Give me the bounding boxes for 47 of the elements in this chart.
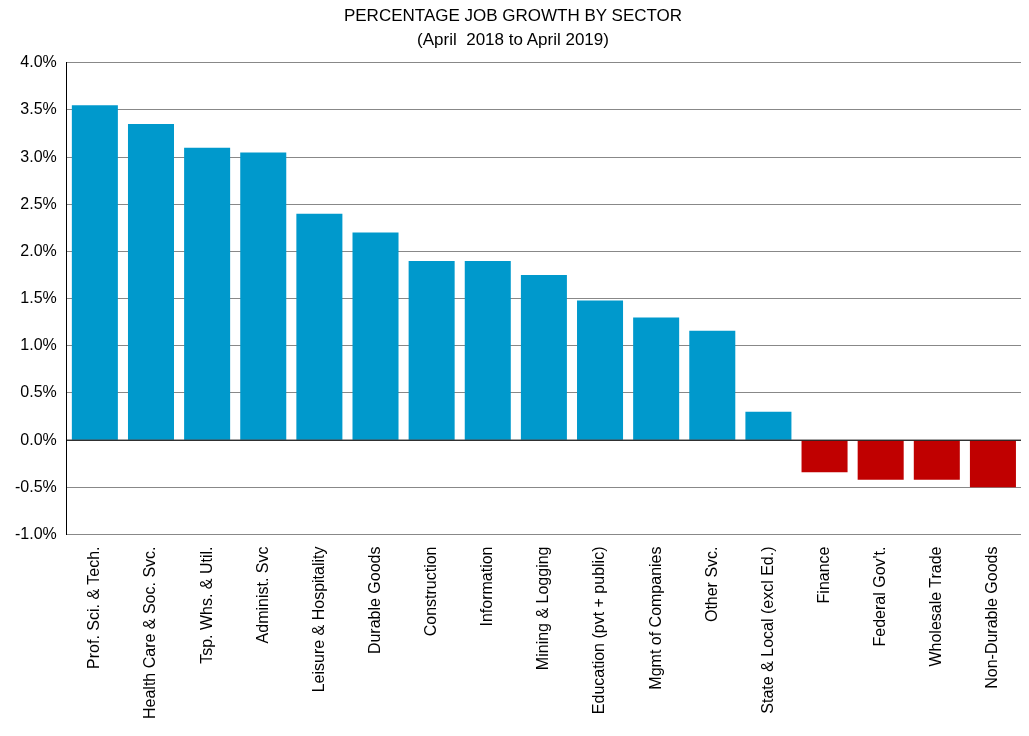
x-tick-label: Information	[478, 546, 496, 627]
y-tick-label: -0.5%	[15, 477, 57, 495]
bar	[745, 411, 792, 440]
x-tick-label: Non-Durable Goods	[983, 546, 1001, 689]
y-tick-label: 1.0%	[20, 336, 57, 354]
y-tick-label: 2.0%	[20, 241, 57, 259]
x-tick-label: Wholesale Trade	[927, 546, 945, 667]
bar	[689, 330, 736, 440]
y-tick-label: -1.0%	[15, 524, 57, 542]
x-tick-label: Construction	[422, 546, 440, 637]
y-tick-label: 0.0%	[20, 430, 57, 448]
y-tick-label: 1.5%	[20, 289, 57, 307]
x-tick-label: Other Svc.	[702, 546, 720, 623]
bar	[352, 232, 399, 440]
y-tick-label: 2.5%	[20, 194, 57, 212]
x-tick-label: Leisure & Hospitality	[309, 546, 327, 693]
y-tick-label: 3.5%	[20, 100, 57, 118]
chart-subtitle: (April 2018 to April 2019)	[417, 30, 609, 50]
bar	[520, 275, 567, 440]
x-tick-label: Tsp. Whs. & Util.	[197, 546, 215, 664]
bar	[913, 440, 960, 480]
bar	[857, 440, 904, 480]
y-tick-label: 3.0%	[20, 147, 57, 165]
x-tick-label: Prof. Sci. & Tech.	[85, 546, 103, 669]
bar	[184, 147, 231, 440]
x-tick-label: Federal Gov't.	[871, 546, 889, 647]
x-tick-label: Administ. Svc	[253, 546, 271, 644]
bar	[969, 440, 1016, 488]
x-tick-label: Durable Goods	[365, 546, 383, 655]
bar	[71, 105, 118, 440]
x-tick-label: Mgmt of Companies	[646, 546, 664, 690]
y-tick-label: 0.5%	[20, 383, 57, 401]
bar	[633, 317, 680, 440]
chart-title: PERCENTAGE JOB GROWTH BY SECTOR	[343, 5, 683, 25]
x-tick-label: State & Local (excl Ed.)	[758, 546, 776, 714]
bar	[464, 260, 511, 440]
bar	[296, 213, 343, 440]
x-tick-label: Mining & Logging	[534, 546, 552, 671]
bar	[127, 124, 174, 440]
bar	[240, 152, 287, 440]
x-tick-label: Health Care & Soc. Svc.	[141, 546, 159, 719]
y-tick-label: 4.0%	[20, 53, 57, 71]
x-tick-label: Education (pvt + public)	[590, 546, 608, 715]
bar	[801, 440, 848, 473]
bar	[577, 300, 624, 440]
x-tick-label: Finance	[814, 546, 832, 604]
bar	[408, 260, 455, 440]
